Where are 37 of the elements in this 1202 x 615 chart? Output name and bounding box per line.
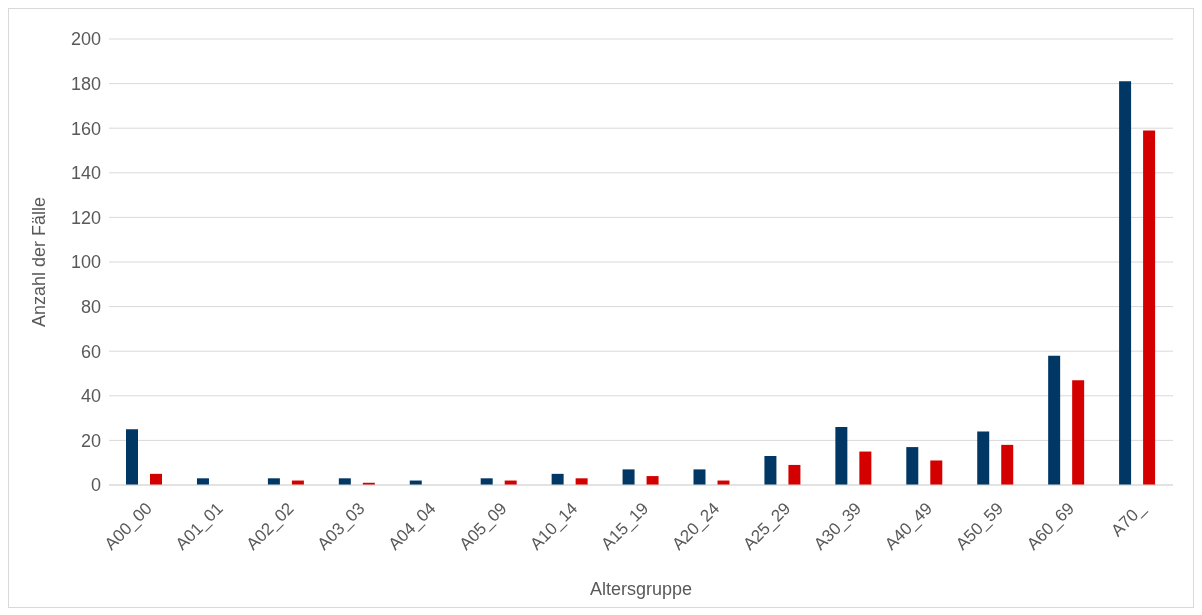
bar bbox=[267, 478, 280, 485]
bar bbox=[126, 429, 139, 485]
y-tick-label: 200 bbox=[70, 29, 101, 50]
y-tick-label: 160 bbox=[70, 118, 101, 139]
bar bbox=[693, 469, 706, 485]
bar bbox=[930, 460, 943, 485]
bar bbox=[551, 473, 564, 485]
y-tick-label: 140 bbox=[70, 163, 101, 184]
bar bbox=[575, 478, 588, 485]
y-tick-label: 60 bbox=[80, 341, 101, 362]
y-tick-label: 20 bbox=[80, 430, 101, 451]
y-tick-label: 40 bbox=[80, 386, 101, 407]
y-tick-label: 80 bbox=[80, 296, 101, 317]
y-tick-label: 0 bbox=[90, 475, 101, 496]
bar bbox=[196, 478, 209, 485]
bar bbox=[622, 469, 635, 485]
bar bbox=[1119, 81, 1132, 485]
y-tick-label: 100 bbox=[70, 252, 101, 273]
bar bbox=[338, 478, 351, 485]
bar bbox=[788, 464, 801, 485]
bar bbox=[1001, 444, 1014, 485]
bar bbox=[1072, 380, 1085, 485]
bar bbox=[906, 447, 919, 485]
bar bbox=[764, 456, 777, 485]
x-axis-title: Altersgruppe bbox=[589, 579, 693, 599]
bar bbox=[150, 473, 163, 485]
bar bbox=[480, 478, 493, 485]
y-axis-title: Anzahl der Fälle bbox=[29, 196, 50, 328]
bar bbox=[646, 476, 659, 485]
x-tick-label: A70_ bbox=[1107, 498, 1150, 541]
bar bbox=[1048, 355, 1061, 485]
bar bbox=[859, 451, 872, 485]
bar bbox=[1143, 130, 1156, 485]
bar bbox=[977, 431, 990, 485]
y-tick-label: 180 bbox=[70, 73, 101, 94]
bar bbox=[835, 427, 848, 485]
y-tick-label: 120 bbox=[70, 207, 101, 228]
